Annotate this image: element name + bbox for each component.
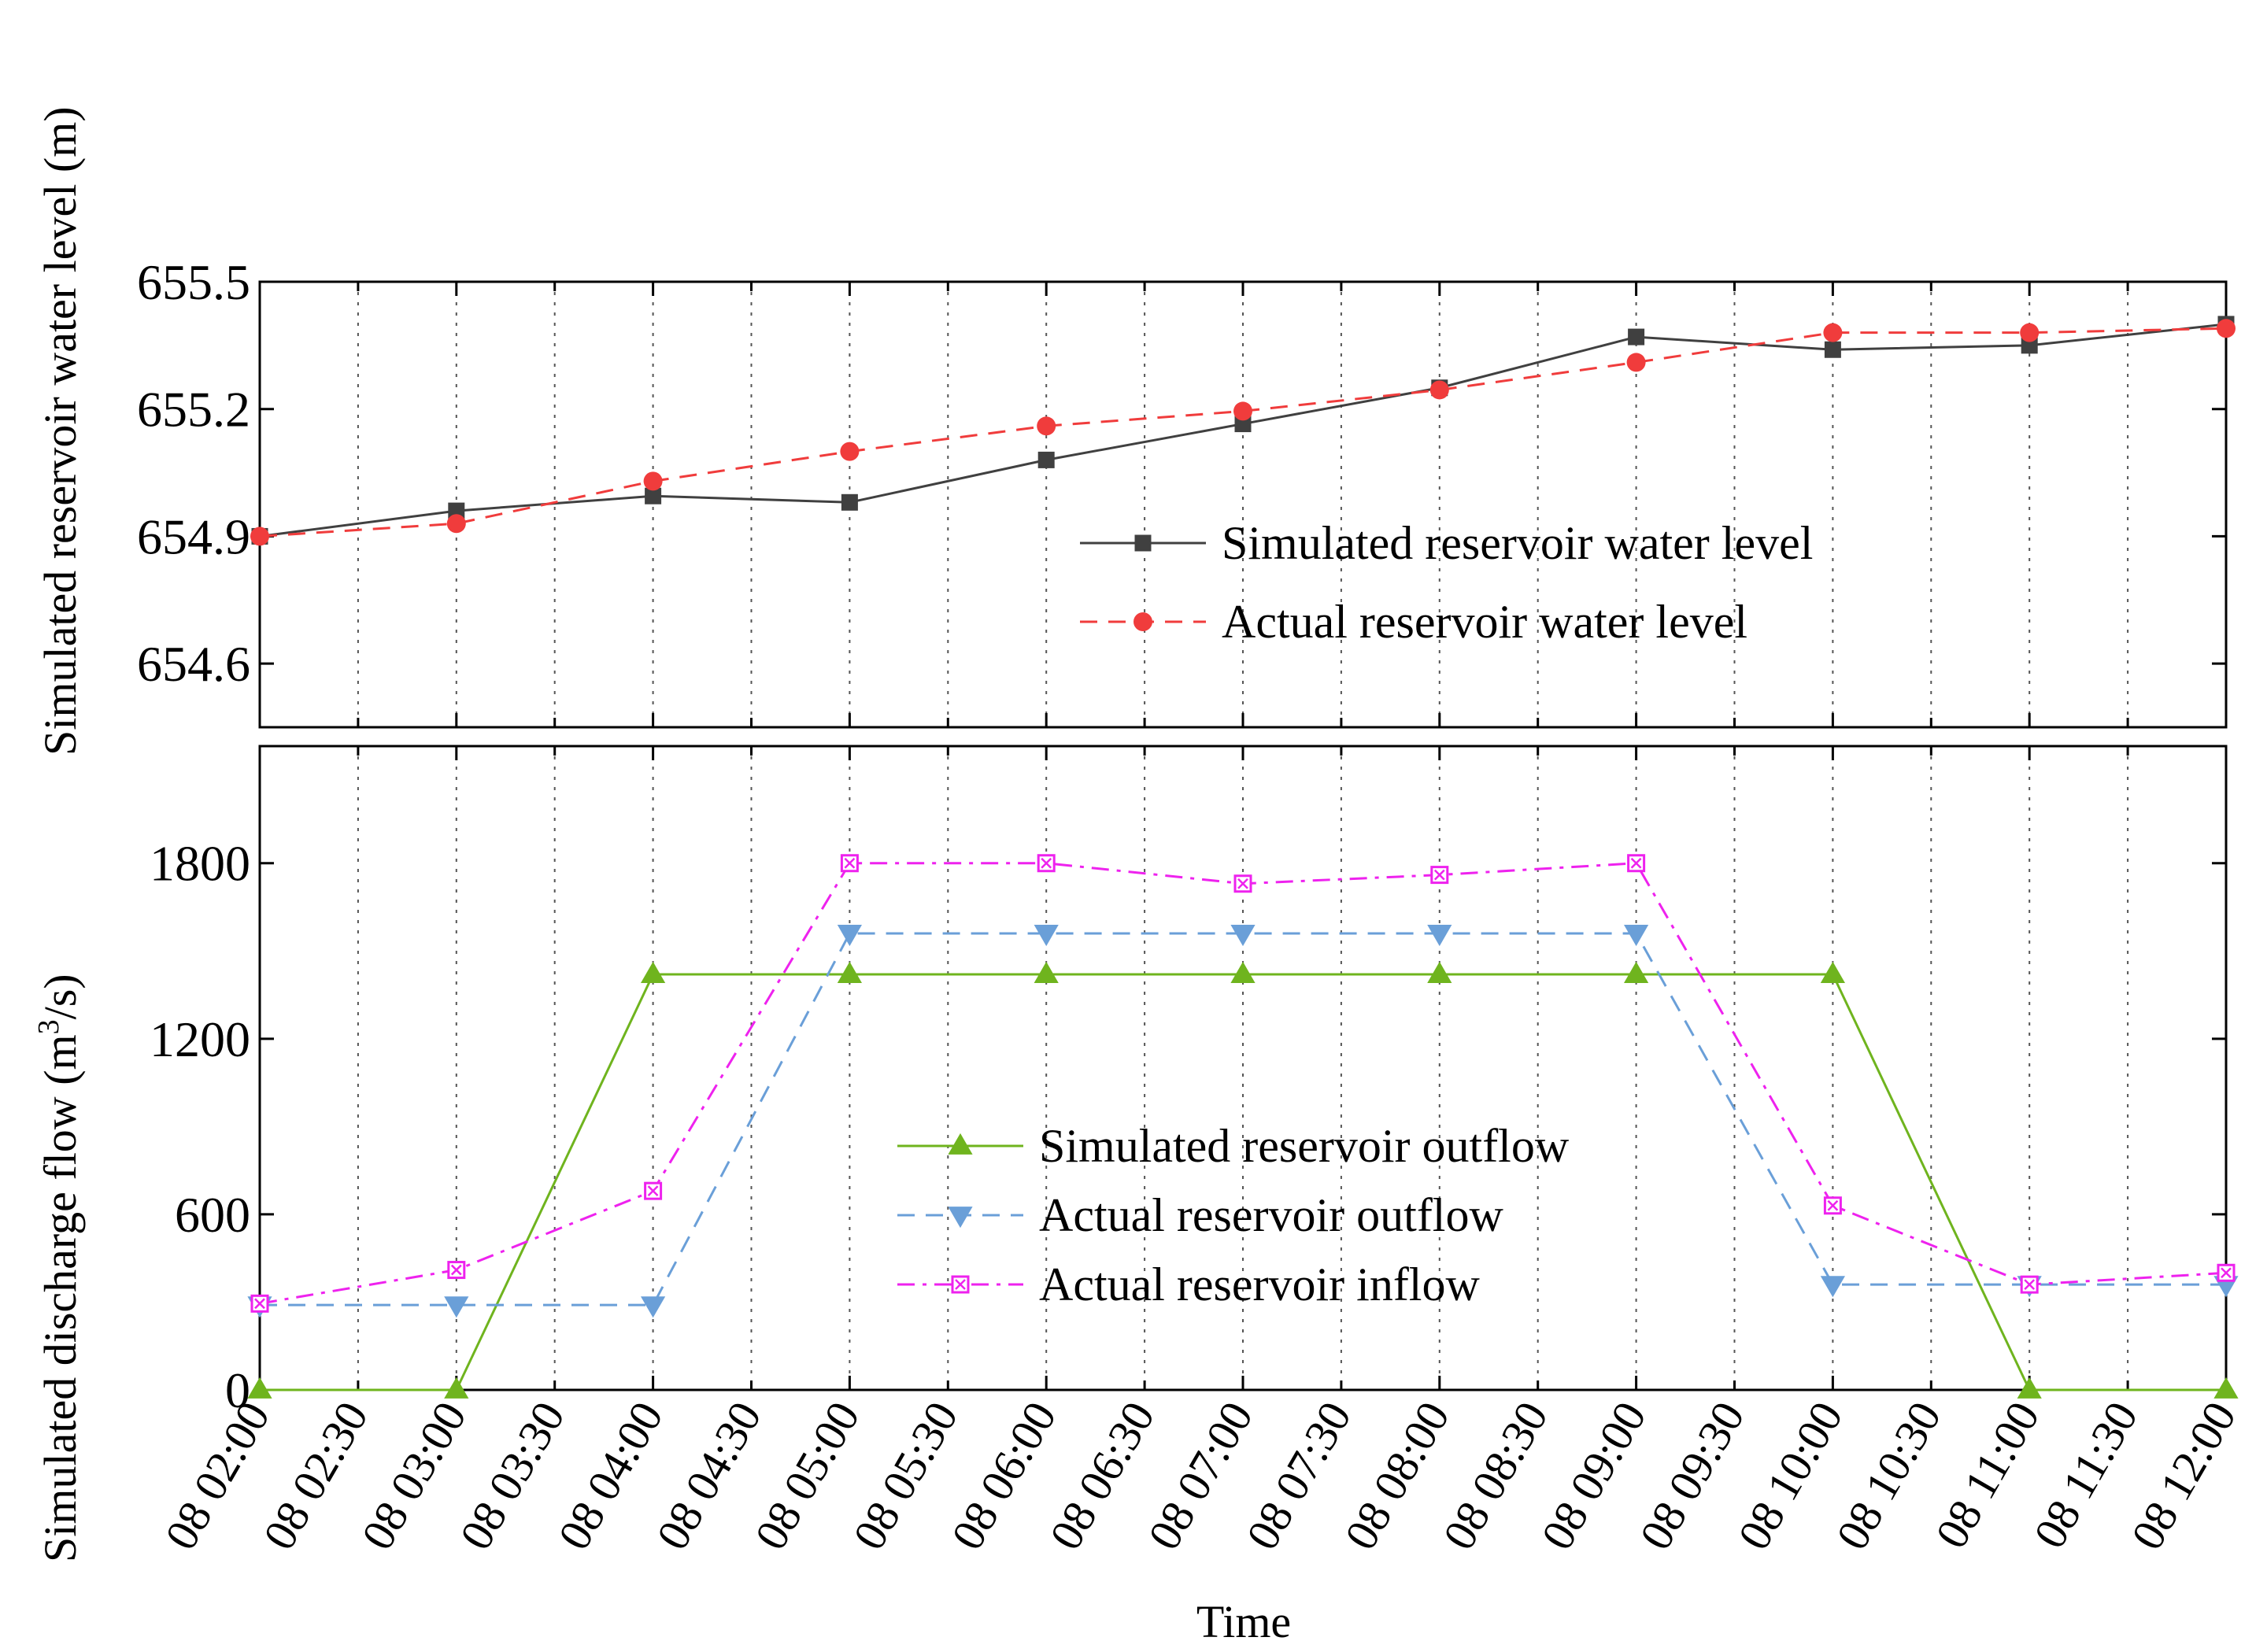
top-series-1-point-2: [643, 471, 663, 491]
bottom-series-2-point-8: [1823, 1196, 1842, 1215]
top-series-0-point-3: [841, 493, 858, 511]
bottom-series-0-point-2: [641, 961, 666, 983]
top-ytick-label-2: 655.2: [137, 382, 250, 438]
bottom-series-1-point-7: [1624, 925, 1649, 947]
bottom-series-0-point-8: [1820, 961, 1845, 983]
bottom-series-1-point-4: [1034, 925, 1059, 947]
bottom-series-2-point-0-x2: [254, 1298, 265, 1310]
bottom-series-1-point-5: [1230, 925, 1256, 947]
bottom-series-1-point-1: [444, 1296, 469, 1318]
bottom-series-2-point-1: [447, 1261, 466, 1280]
top-ytick-label-0: 654.6: [137, 636, 250, 692]
bottom-series-2-point-0: [250, 1294, 269, 1313]
top-series-1-point-3: [840, 442, 860, 461]
top-series-1-point-6: [1429, 380, 1449, 400]
bottom-series-2-point-5: [1233, 874, 1252, 893]
top-series-1-point-5: [1233, 401, 1252, 421]
bottom-series-2-point-3-x2: [844, 857, 856, 869]
bottom-series-2-point-4: [1037, 854, 1056, 873]
top-ytick-label-3: 655.5: [137, 254, 250, 310]
bottom-ytick-label-0: 0: [225, 1362, 250, 1418]
bottom-legend-marker-2-x2: [955, 1279, 966, 1290]
bottom-legend-marker-2: [951, 1275, 970, 1294]
bottom-series-2-point-9: [2020, 1275, 2039, 1294]
bottom-legend-marker-0: [948, 1133, 973, 1155]
bottom-series-0-point-6: [1427, 961, 1452, 983]
top-gridlines: [357, 282, 2129, 727]
bottom-legend-marker-1: [948, 1207, 973, 1229]
bottom-series-2-point-1-x2: [450, 1264, 462, 1276]
bottom-series-0-point-1: [444, 1377, 469, 1399]
bottom-series-2-point-7-x2: [1630, 857, 1642, 869]
bottom-legend-label-0: Simulated reservoir outflow: [1039, 1120, 1570, 1172]
top-legend: Simulated reservoir water level Actual re…: [1080, 517, 1813, 648]
top-series-0-point-7: [1628, 328, 1645, 346]
bottom-series: [247, 854, 2239, 1399]
top-legend-label-0: Simulated reservoir water level: [1222, 517, 1813, 569]
top-legend-label-1: Actual reservoir water level: [1222, 596, 1747, 648]
bottom-series-2-point-4-x2: [1041, 857, 1052, 869]
top-panel: 654.6 654.9 655.2 655.5 Simulated reservoir…: [137, 254, 2236, 729]
top-series-0-point-8: [1824, 341, 1841, 358]
bottom-series-2-point-3: [840, 854, 859, 873]
bottom-series-2-point-10: [2217, 1263, 2236, 1282]
bottom-series-0-point-7: [1624, 961, 1649, 983]
top-series-1-point-0: [250, 527, 269, 546]
bottom-series-0-point-10: [2213, 1377, 2239, 1399]
bottom-legend-label-1: Actual reservoir outflow: [1039, 1189, 1503, 1241]
bottom-ytick-label-2: 1200: [150, 1011, 250, 1067]
bottom-series-0-point-9: [2017, 1377, 2042, 1399]
bottom-series-2-point-10-x2: [2221, 1267, 2232, 1279]
top-series-0-point-4: [1037, 451, 1055, 468]
top-series-1-point-10: [2217, 319, 2236, 338]
bottom-series-2-point-8-x2: [1827, 1199, 1839, 1211]
bottom-series-1-point-2: [641, 1296, 666, 1318]
top-ytick-label-1: 654.9: [137, 508, 250, 564]
top-series-1-point-1: [446, 514, 466, 534]
bottom-ytick-label-3: 1800: [150, 836, 250, 892]
x-axis-title: Time: [1196, 1596, 1291, 1647]
bottom-series-1-point-8: [1820, 1276, 1845, 1298]
top-series: [250, 316, 2236, 546]
bottom-ytick-labels: 0 600 1200 1800: [150, 836, 250, 1418]
bottom-legend: Simulated reservoir outflow Actual reserv…: [897, 1120, 1570, 1310]
top-ticks: [258, 280, 2228, 727]
bottom-series-2-point-6-x2: [1433, 869, 1445, 881]
bottom-series-0-point-0: [247, 1377, 272, 1399]
top-series-1-point-4: [1037, 416, 1056, 436]
top-legend-marker-1: [1134, 612, 1152, 631]
top-series-1-point-8: [1823, 323, 1843, 342]
top-series-1-point-9: [2020, 323, 2040, 342]
top-ytick-labels: 654.6 654.9 655.2 655.5: [137, 254, 250, 692]
bottom-ylabel: Simulated discharge flow (m3/s): [32, 974, 86, 1562]
top-ylabel: Simulated reservoir water level (m): [35, 106, 86, 756]
bottom-series-2-point-5-x2: [1237, 878, 1248, 889]
bottom-series-1-point-6: [1427, 925, 1452, 947]
bottom-series-0-point-5: [1230, 961, 1256, 983]
top-series-1-point-7: [1626, 353, 1646, 372]
bottom-series-1-point-3: [837, 925, 862, 947]
bottom-series-2-point-9-x2: [2024, 1279, 2036, 1291]
bottom-series-2-point-6: [1430, 866, 1449, 885]
bottom-series-2-point-2-x2: [647, 1185, 659, 1197]
bottom-series-0-point-3: [837, 961, 862, 983]
bottom-legend-label-2: Actual reservoir inflow: [1039, 1258, 1480, 1310]
top-legend-marker-0: [1134, 534, 1152, 552]
bottom-ytick-label-1: 600: [175, 1187, 250, 1243]
bottom-series-2-point-2: [644, 1181, 663, 1200]
bottom-series-2-point-7: [1627, 854, 1646, 873]
bottom-series-0-point-4: [1034, 961, 1059, 983]
